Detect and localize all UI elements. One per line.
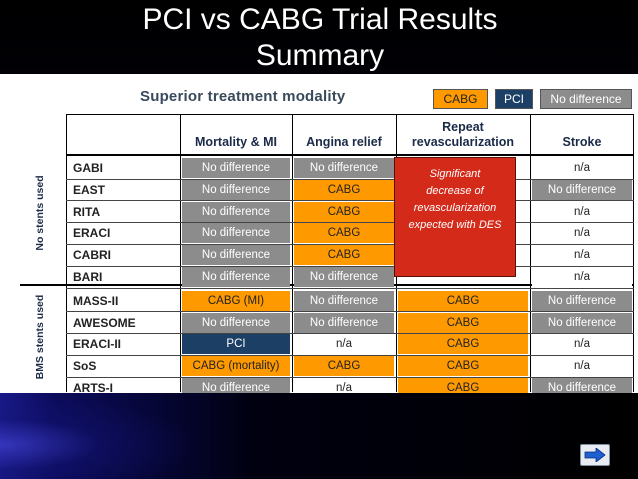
trial-name: ERACI <box>73 226 111 241</box>
footer-swoosh <box>0 393 200 479</box>
des-note-box: Significant decrease of revascularizatio… <box>394 157 516 277</box>
table-cell: n/a <box>532 245 632 266</box>
table-cell: CABG <box>294 245 394 266</box>
table-cell: CABG <box>398 334 528 355</box>
table-cell: No difference <box>294 290 394 311</box>
grid-line <box>180 114 181 392</box>
row-separator <box>66 354 634 356</box>
trial-name: ARTS-I <box>73 381 113 395</box>
table-cell: n/a <box>532 201 632 222</box>
table-cell: No difference <box>532 179 632 200</box>
column-header-stroke: Stroke <box>562 135 602 149</box>
grid-line <box>66 114 67 392</box>
table-cell: No difference <box>182 245 290 266</box>
trial-name: SoS <box>73 359 97 374</box>
trial-name: AWESOME <box>73 315 136 330</box>
table-cell: CABG (MI) <box>182 290 290 311</box>
table-cell: No difference <box>532 290 632 311</box>
trial-name: GABI <box>73 161 103 175</box>
row-separator <box>66 243 634 245</box>
trial-name: BARI <box>73 270 103 284</box>
table-cell: n/a <box>532 356 632 377</box>
row-separator <box>66 333 634 335</box>
title-line-2: Summary <box>255 39 385 72</box>
trial-name: RITA <box>73 204 101 219</box>
slide-title: PCI vs CABG Trial Results Summary <box>60 0 580 78</box>
row-separator <box>66 200 634 202</box>
grid-line <box>66 154 634 156</box>
table-cell: No difference <box>182 201 290 222</box>
trial-name: EAST <box>73 182 106 197</box>
group-label-bms: BMS stents used <box>34 294 46 380</box>
table-cell: No difference <box>182 267 290 287</box>
table-cell: CABG <box>398 290 528 311</box>
legend-cabg: CABG <box>433 89 488 109</box>
legend-no-difference: No difference <box>540 89 632 109</box>
table-cell: CABG <box>294 223 394 244</box>
trial-name: ERACI-II <box>73 337 121 352</box>
row-separator <box>66 178 634 180</box>
note-line-1: Significant <box>429 168 481 180</box>
grid-line <box>530 114 531 392</box>
table-cell: No difference <box>182 223 290 244</box>
table-cell: No difference <box>532 312 632 333</box>
table-cell: No difference <box>294 267 394 287</box>
note-line-2: decrease of <box>426 185 484 197</box>
table-cell: n/a <box>532 158 632 178</box>
grid-line <box>66 114 634 115</box>
row-separator <box>66 287 634 289</box>
legend-pci: PCI <box>495 89 533 109</box>
column-header-repeat-revasc: Repeat revascularization <box>411 120 515 149</box>
table-cell: CABG <box>294 201 394 222</box>
grid-line <box>292 114 293 392</box>
column-header-mortality: Mortality & MI <box>195 135 277 149</box>
row-separator <box>66 265 634 267</box>
table-cell: CABG <box>294 356 394 377</box>
table-cell: No difference <box>294 312 394 333</box>
table-cell: n/a <box>532 223 632 244</box>
table-cell: n/a <box>532 267 632 287</box>
note-line-4: expected with DES <box>408 219 502 231</box>
table-cell: CABG (mortality) <box>182 356 290 377</box>
grid-line <box>633 114 634 392</box>
trial-name: CABRI <box>73 248 111 263</box>
column-header-angina: Angina relief <box>306 135 382 149</box>
table-cell: CABG <box>398 312 528 333</box>
row-separator <box>66 376 634 378</box>
table-cell: n/a <box>532 334 632 355</box>
note-line-3: revascularization <box>413 202 497 214</box>
table-cell: No difference <box>294 158 394 178</box>
table-heading: Superior treatment modality <box>140 88 346 105</box>
next-slide-button[interactable] <box>580 444 610 466</box>
right-arrow-icon <box>584 448 606 462</box>
group-label-no-stents: No stents used <box>34 175 46 251</box>
row-separator <box>66 222 634 224</box>
table-cell: PCI <box>182 334 290 355</box>
table-cell: CABG <box>294 179 394 200</box>
row-separator <box>66 311 634 313</box>
table-cell: CABG <box>398 356 528 377</box>
table-cell: n/a <box>294 334 394 355</box>
table-cell: No difference <box>182 312 290 333</box>
title-line-1: PCI vs CABG Trial Results <box>142 3 498 36</box>
table-cell: No difference <box>182 179 290 200</box>
table-cell: No difference <box>182 158 290 178</box>
trial-name: MASS-II <box>73 293 119 308</box>
